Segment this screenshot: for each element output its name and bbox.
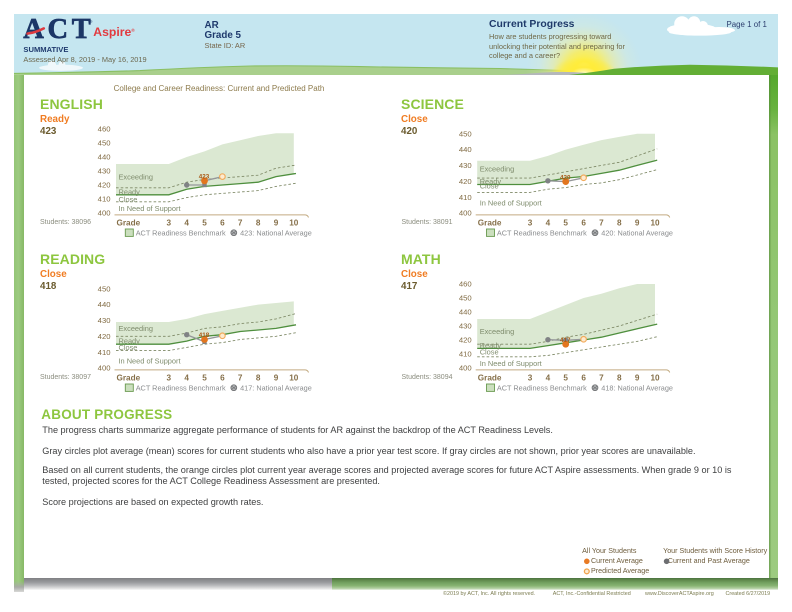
svg-text:410: 410	[459, 193, 472, 202]
svg-text:7: 7	[238, 373, 243, 382]
svg-text:8: 8	[617, 373, 622, 382]
svg-text:ACT Readiness Benchmark: ACT Readiness Benchmark	[136, 228, 226, 237]
svg-text:10: 10	[650, 218, 660, 227]
svg-text:ACT Readiness Benchmark: ACT Readiness Benchmark	[497, 228, 587, 237]
svg-text:5: 5	[202, 373, 207, 382]
svg-text:440: 440	[459, 308, 472, 317]
svg-text:In Need of Support: In Need of Support	[480, 199, 542, 208]
svg-text:420: 420	[560, 174, 571, 181]
svg-text:10: 10	[289, 373, 299, 382]
svg-text:430: 430	[98, 167, 111, 176]
svg-text:450: 450	[98, 139, 111, 148]
svg-text:8: 8	[256, 373, 261, 382]
svg-text:6: 6	[581, 373, 586, 382]
svg-text:3: 3	[167, 373, 172, 382]
svg-text:Ready: Ready	[480, 341, 502, 350]
svg-text:3: 3	[528, 218, 533, 227]
svg-text:Grade: Grade	[117, 373, 141, 382]
svg-text:400: 400	[98, 364, 111, 373]
svg-text:Exceeding: Exceeding	[119, 324, 154, 333]
svg-text:6: 6	[220, 218, 225, 227]
svg-text:7: 7	[599, 218, 604, 227]
svg-text:400: 400	[459, 364, 472, 373]
svg-text:Grade: Grade	[478, 218, 502, 227]
svg-text:460: 460	[459, 280, 472, 289]
svg-text:6: 6	[220, 373, 225, 382]
svg-text:Close: Close	[480, 348, 499, 357]
svg-text:420: 420	[459, 177, 472, 186]
svg-text:420: National Average: 420: National Average	[601, 228, 673, 237]
svg-text:440: 440	[98, 300, 111, 309]
svg-text:5: 5	[563, 373, 568, 382]
svg-text:4: 4	[184, 218, 189, 227]
svg-text:5: 5	[563, 218, 568, 227]
svg-text:9: 9	[274, 218, 279, 227]
svg-text:5: 5	[202, 218, 207, 227]
svg-text:In Need of Support: In Need of Support	[480, 359, 542, 368]
svg-text:Exceeding: Exceeding	[480, 165, 515, 174]
svg-text:In Need of Support: In Need of Support	[119, 204, 181, 213]
svg-text:450: 450	[459, 294, 472, 303]
svg-text:460: 460	[98, 125, 111, 134]
svg-text:418: 418	[199, 332, 210, 339]
svg-text:7: 7	[238, 218, 243, 227]
svg-text:417: 417	[560, 337, 571, 344]
svg-text:6: 6	[581, 218, 586, 227]
svg-text:3: 3	[167, 218, 172, 227]
svg-text:420: 420	[459, 336, 472, 345]
svg-text:423: National Average: 423: National Average	[240, 228, 312, 237]
svg-text:400: 400	[98, 209, 111, 218]
svg-text:ACT Readiness Benchmark: ACT Readiness Benchmark	[497, 383, 587, 392]
svg-text:4: 4	[546, 218, 551, 227]
svg-text:ACT Readiness Benchmark: ACT Readiness Benchmark	[136, 383, 226, 392]
svg-text:Ready: Ready	[480, 177, 502, 186]
svg-text:In Need of Support: In Need of Support	[119, 357, 181, 366]
svg-text:Close: Close	[119, 195, 138, 204]
svg-text:400: 400	[459, 209, 472, 218]
svg-text:Ready: Ready	[119, 187, 141, 196]
svg-text:430: 430	[98, 316, 111, 325]
svg-text:420: 420	[98, 332, 111, 341]
svg-text:Ready: Ready	[119, 337, 141, 346]
svg-text:Exceeding: Exceeding	[119, 172, 154, 181]
svg-text:8: 8	[256, 218, 261, 227]
svg-text:3: 3	[528, 373, 533, 382]
svg-text:418: National Average: 418: National Average	[601, 383, 673, 392]
svg-text:450: 450	[459, 129, 472, 138]
svg-text:440: 440	[98, 153, 111, 162]
svg-text:Close: Close	[480, 182, 499, 191]
svg-text:Close: Close	[119, 343, 138, 352]
svg-text:Grade: Grade	[117, 218, 141, 227]
svg-text:9: 9	[635, 373, 640, 382]
svg-text:417: National Average: 417: National Average	[240, 383, 312, 392]
svg-text:4: 4	[546, 373, 551, 382]
svg-text:430: 430	[459, 322, 472, 331]
svg-text:4: 4	[184, 373, 189, 382]
svg-text:440: 440	[459, 145, 472, 154]
svg-text:450: 450	[98, 284, 111, 293]
svg-text:430: 430	[459, 161, 472, 170]
svg-text:410: 410	[98, 348, 111, 357]
svg-text:410: 410	[98, 195, 111, 204]
svg-text:8: 8	[617, 218, 622, 227]
svg-text:423: 423	[199, 174, 210, 181]
svg-text:Exceeding: Exceeding	[480, 327, 515, 336]
svg-text:10: 10	[650, 373, 660, 382]
svg-text:410: 410	[459, 350, 472, 359]
svg-text:420: 420	[98, 181, 111, 190]
svg-text:9: 9	[635, 218, 640, 227]
svg-text:7: 7	[599, 373, 604, 382]
svg-text:9: 9	[274, 373, 279, 382]
svg-text:10: 10	[289, 218, 299, 227]
svg-text:Grade: Grade	[478, 373, 502, 382]
